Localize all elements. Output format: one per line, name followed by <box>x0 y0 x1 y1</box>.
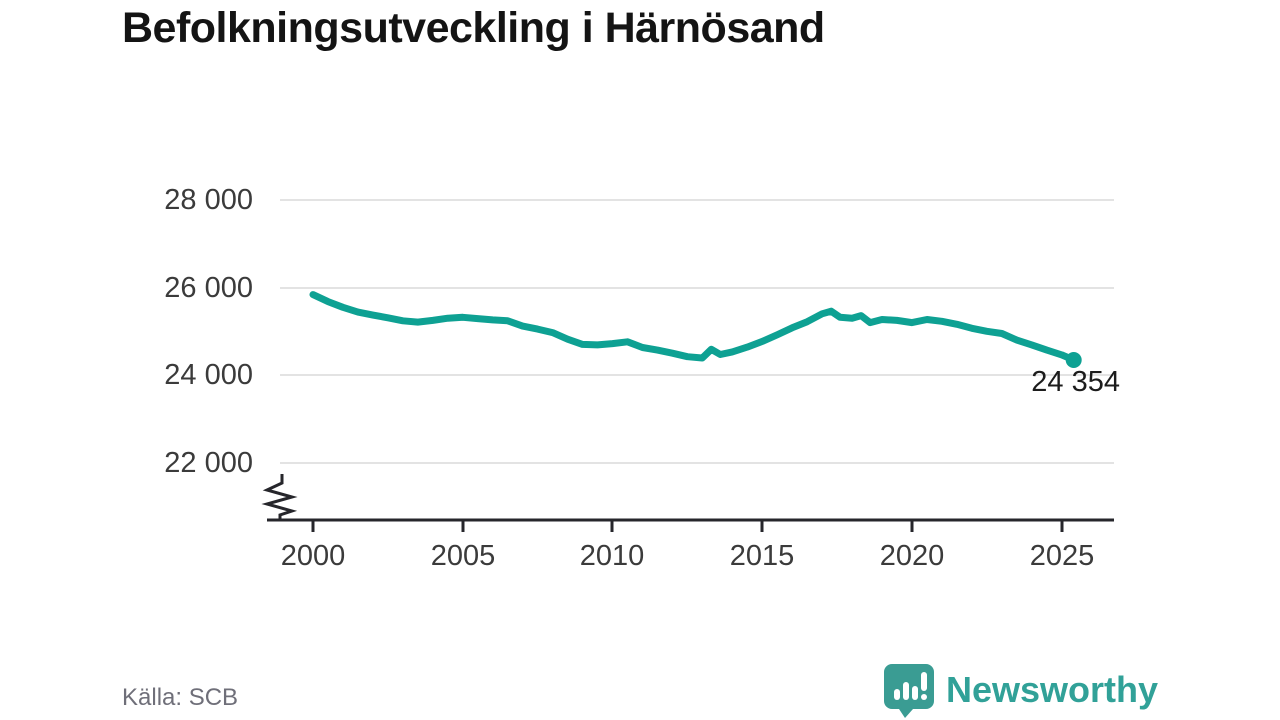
bar-chart-glyph <box>893 672 927 700</box>
x-axis <box>261 474 1114 532</box>
x-tick-label: 2000 <box>281 540 346 572</box>
x-axis-labels: 2000 2005 2010 2015 2020 2025 <box>281 540 1095 572</box>
brand-name: Newsworthy <box>945 669 1158 710</box>
exclamation-bar <box>920 672 927 691</box>
x-tick-label: 2005 <box>431 540 496 572</box>
gridlines <box>280 199 1114 464</box>
y-tick-label: 28 000 <box>164 184 253 216</box>
bar-tall <box>902 682 909 700</box>
x-tick-label: 2015 <box>730 540 795 572</box>
source-note: Källa: SCB <box>122 684 239 711</box>
page-title: Befolkningsutveckling i Härnösand <box>122 4 825 52</box>
y-tick-label: 22 000 <box>164 447 253 479</box>
bar-medium <box>911 686 918 700</box>
end-value-label: 24 354 <box>1031 366 1120 398</box>
exclamation-dot <box>920 694 927 700</box>
x-tick-label: 2025 <box>1030 540 1095 572</box>
bar-short <box>893 689 900 700</box>
x-tick-label: 2010 <box>580 540 645 572</box>
newsworthy-speech-bubble-icon <box>883 664 934 718</box>
newsworthy-logo: Newsworthy <box>882 662 1158 718</box>
y-axis-break-zigzag <box>261 474 298 519</box>
population-line <box>309 291 1078 364</box>
x-tick-label: 2020 <box>880 540 945 572</box>
y-tick-label: 24 000 <box>164 359 253 391</box>
y-tick-label: 26 000 <box>164 272 253 304</box>
end-dot <box>1065 352 1082 368</box>
y-axis-labels: 28 000 26 000 24 000 22 000 <box>164 184 253 479</box>
